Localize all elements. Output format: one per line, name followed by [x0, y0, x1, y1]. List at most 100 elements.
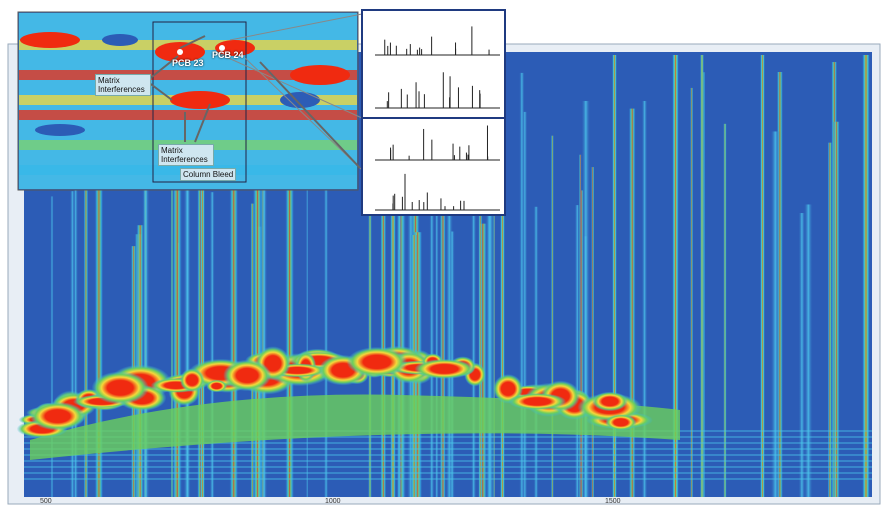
- streak: [94, 71, 104, 497]
- bleed-line: [24, 472, 872, 474]
- streak: [434, 135, 439, 497]
- blob: [29, 401, 86, 431]
- streak: [760, 55, 765, 497]
- streak: [209, 192, 215, 497]
- bleed-line: [24, 454, 872, 456]
- mass-spectra: [375, 26, 500, 211]
- streak: [478, 223, 488, 497]
- bleed-line: [24, 466, 872, 468]
- streak: [827, 142, 833, 498]
- streak: [252, 56, 263, 498]
- streak: [582, 236, 589, 497]
- streak: [798, 213, 806, 498]
- inset-blob: [290, 65, 350, 85]
- annotation: Matrix Interferences: [95, 74, 151, 96]
- bleed-line: [24, 442, 872, 444]
- blob: [508, 392, 567, 411]
- inset-band: [19, 70, 357, 80]
- blob: [592, 391, 628, 412]
- streak: [136, 225, 145, 497]
- blob: [223, 359, 272, 392]
- streak: [429, 56, 435, 497]
- blob: [605, 414, 637, 431]
- streak: [700, 55, 704, 497]
- inset-blob: [215, 40, 255, 56]
- streak: [612, 55, 617, 497]
- streak: [832, 121, 840, 497]
- connectors: [214, 13, 363, 171]
- peak: [219, 45, 225, 51]
- annotation: Column Bleed: [180, 168, 237, 181]
- streak: [770, 131, 781, 497]
- streak: [672, 55, 679, 497]
- streak: [478, 124, 483, 497]
- streak: [641, 100, 648, 497]
- streak: [628, 108, 636, 498]
- streak: [306, 67, 309, 498]
- streak: [260, 81, 268, 497]
- inset-blob: [170, 91, 230, 109]
- spectra-frame: [361, 9, 506, 216]
- streak: [862, 55, 870, 497]
- streak: [73, 148, 79, 497]
- streak: [442, 110, 445, 497]
- bleed-line: [24, 478, 872, 480]
- x-tick-label: 1000: [325, 498, 341, 505]
- bleed-line: [24, 448, 872, 450]
- peak: [177, 49, 183, 55]
- streak: [803, 204, 813, 497]
- inset-blob: [35, 124, 85, 136]
- streak: [551, 135, 554, 497]
- streak: [323, 70, 329, 497]
- streak: [522, 111, 528, 497]
- streak: [83, 101, 89, 497]
- streak: [574, 205, 580, 497]
- blob: [414, 358, 475, 380]
- blob: [91, 371, 149, 405]
- streak: [580, 190, 584, 497]
- streak: [141, 172, 150, 497]
- streak: [368, 133, 372, 497]
- inset-blob: [280, 92, 320, 108]
- inset-band: [19, 110, 357, 120]
- arrows: [147, 35, 361, 169]
- annotation: PCB 23: [172, 58, 204, 68]
- streak: [406, 122, 415, 498]
- streak: [533, 206, 539, 497]
- blob: [179, 368, 205, 393]
- streak: [591, 167, 595, 498]
- streak: [285, 174, 295, 498]
- streak: [470, 79, 477, 498]
- streak: [485, 182, 496, 497]
- streak: [723, 123, 727, 498]
- bleed-line: [24, 460, 872, 462]
- blob: [206, 379, 228, 393]
- streak: [172, 144, 183, 497]
- inset-box: [152, 21, 247, 183]
- annotation: Matrix Interferences: [158, 144, 214, 166]
- streak: [519, 72, 525, 497]
- streak: [500, 55, 505, 497]
- annotation: PCB 24: [212, 50, 244, 60]
- bleed-line: [24, 436, 872, 438]
- streak: [445, 212, 454, 497]
- streak: [170, 71, 174, 497]
- streak: [390, 55, 396, 497]
- streak: [50, 196, 54, 497]
- baseline-band: [30, 394, 680, 460]
- x-tick-label: 500: [40, 498, 52, 505]
- inset-blob: [20, 32, 80, 48]
- streak: [250, 203, 255, 498]
- streak: [690, 87, 694, 498]
- streak: [200, 55, 205, 497]
- hump: [16, 345, 680, 460]
- streak: [69, 191, 76, 497]
- blob: [346, 346, 408, 377]
- streak: [229, 149, 239, 498]
- streak: [183, 101, 191, 498]
- streak: [380, 189, 387, 497]
- x-tick-label: 1500: [605, 498, 621, 505]
- inset-blob: [102, 34, 138, 46]
